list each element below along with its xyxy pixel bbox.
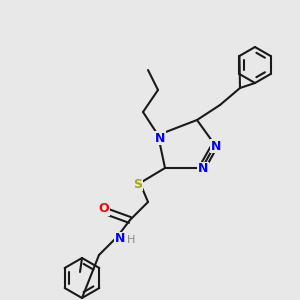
- Text: S: S: [134, 178, 142, 190]
- Text: N: N: [115, 232, 125, 245]
- Text: O: O: [99, 202, 109, 215]
- Text: N: N: [198, 163, 208, 176]
- Text: N: N: [155, 131, 165, 145]
- Text: H: H: [127, 235, 135, 245]
- Text: N: N: [211, 140, 221, 152]
